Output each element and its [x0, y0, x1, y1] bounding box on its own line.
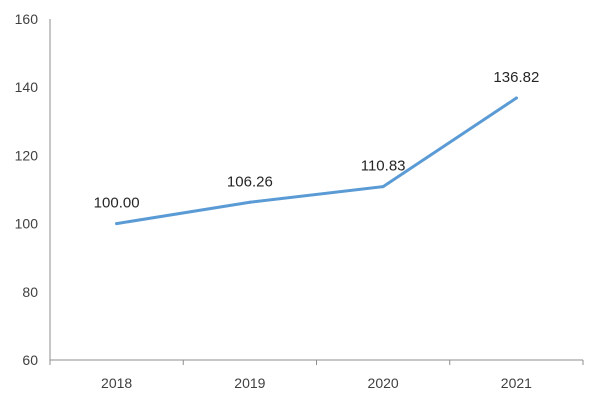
y-tick-label: 60	[22, 352, 38, 368]
y-tick-labels: 60 80 100 120 140 160	[15, 11, 39, 368]
x-tick-label: 2019	[234, 375, 265, 391]
data-labels: 100.00 106.26 110.83 136.82	[94, 69, 540, 212]
data-point	[514, 96, 518, 100]
data-point	[115, 222, 119, 226]
y-tick-label: 140	[15, 79, 39, 95]
x-tick-labels: 2018 2019 2020 2021	[101, 375, 532, 391]
data-point	[248, 200, 252, 204]
y-tick-label: 160	[15, 11, 39, 27]
x-tick-label: 2021	[501, 375, 532, 391]
x-tick-label: 2020	[368, 375, 399, 391]
y-tick-label: 120	[15, 147, 39, 163]
series-line	[115, 96, 518, 226]
series-group	[115, 96, 518, 226]
data-point	[381, 185, 385, 189]
y-tick-label: 80	[22, 284, 38, 300]
data-label: 110.83	[361, 158, 406, 175]
data-label: 100.00	[94, 195, 140, 212]
x-tick-label: 2018	[101, 375, 132, 391]
x-tick-marks	[49, 360, 584, 365]
data-label: 106.26	[227, 173, 273, 190]
data-label: 136.82	[493, 69, 539, 86]
y-tick-label: 100	[15, 216, 39, 232]
